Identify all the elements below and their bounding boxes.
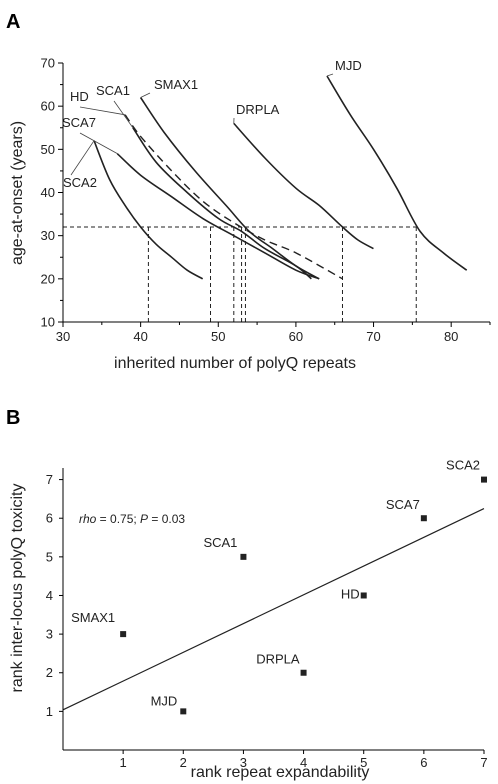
point-mjd [180, 708, 187, 715]
panel-a-y-tick-label: 60 [41, 99, 55, 114]
panel-b-x-tick-label: 7 [480, 755, 487, 770]
panel-a-y-tick-label: 20 [41, 271, 55, 286]
series-label-hd: HD [70, 89, 89, 104]
panel-b-x-tick-label: 3 [240, 755, 247, 770]
panel-a-y-tick-label: 40 [41, 185, 55, 200]
panel-b-y-tick-label: 1 [46, 704, 53, 719]
p-symbol: P [140, 512, 148, 526]
panel-a-y-axis-label: age-at-onset (years) [9, 121, 26, 265]
panel-a-x-tick-label: 80 [444, 329, 458, 344]
curve-hd [124, 114, 343, 280]
panel-b-x-tick-label: 4 [300, 755, 307, 770]
panel-b-y-tick-label: 4 [46, 588, 53, 603]
panel-b: B SMAX1 MJD SCA1 DRPLA HD SCA7 SCA2 1 2 3 4 5 6 7 1 2 3… [6, 407, 488, 781]
p-value: = 0.03 [148, 512, 185, 526]
leader-mjd [326, 73, 334, 77]
point-label-mjd: MJD [151, 693, 178, 708]
point-drpla [300, 669, 307, 676]
curve-sca7 [116, 153, 320, 280]
leader-hd [79, 106, 126, 116]
panel-a-x-tick-label: 30 [56, 329, 70, 344]
panel-b-y-tick-label: 5 [46, 549, 53, 564]
point-label-hd: HD [341, 586, 360, 601]
curve-drpla [233, 122, 374, 250]
panel-a-y-tick-label: 30 [41, 228, 55, 243]
curve-sca2 [93, 140, 204, 280]
series-label-drpla: DRPLA [236, 102, 280, 117]
panel-b-x-tick-label: 6 [420, 755, 427, 770]
point-label-smax1: SMAX1 [71, 610, 115, 625]
point-sca1 [240, 553, 247, 560]
panel-a-y-tick-label: 10 [41, 315, 55, 330]
leader-sca7 [79, 132, 118, 155]
series-label-smax1: SMAX1 [154, 77, 198, 92]
panel-a-y-tick-label: 70 [41, 56, 55, 71]
curve-mjd [326, 75, 468, 271]
panel-b-y-tick-label: 6 [46, 511, 53, 526]
rho-value: = 0.75; [96, 512, 140, 526]
leader-smax1 [140, 92, 151, 98]
panel-a: A SCA2 SCA7 HD SCA1 SMAX1 DRPLA MJD 30 40 50 60 70… [6, 11, 491, 372]
panel-b-axes: 1 2 3 4 5 6 7 1 2 3 4 5 6 7 [46, 468, 488, 770]
panel-a-label: A [6, 11, 20, 33]
leader-sca1 [113, 100, 134, 128]
panel-a-x-axis-label: inherited number of polyQ repeats [114, 355, 356, 372]
point-sca7 [420, 515, 427, 522]
point-label-sca2: SCA2 [446, 458, 480, 473]
panel-b-label: B [6, 407, 20, 429]
point-hd [360, 592, 367, 599]
point-label-sca7: SCA7 [386, 497, 420, 512]
series-label-sca7: SCA7 [62, 115, 96, 130]
correlation-annotation: rho = 0.75; P = 0.03 [79, 512, 185, 526]
panel-b-marks: SMAX1 MJD SCA1 DRPLA HD SCA7 SCA2 [62, 458, 487, 715]
panel-b-y-axis-label: rank inter-locus polyQ toxicity [9, 484, 26, 693]
curve-smax1 [139, 97, 320, 280]
series-label-sca2: SCA2 [63, 175, 97, 190]
leader-sca2 [70, 140, 95, 176]
rho-symbol: rho [79, 512, 97, 526]
panel-a-marks: SCA2 SCA7 HD SCA1 SMAX1 DRPLA MJD [62, 58, 468, 322]
series-label-mjd: MJD [335, 58, 362, 73]
panel-b-y-tick-label: 7 [46, 472, 53, 487]
panel-a-x-tick-label: 60 [289, 329, 303, 344]
panel-a-x-tick-label: 50 [211, 329, 225, 344]
panel-b-x-tick-label: 1 [120, 755, 127, 770]
point-sca2 [481, 476, 487, 483]
point-smax1 [120, 631, 127, 638]
panel-a-x-tick-label: 70 [366, 329, 380, 344]
panel-a-x-tick-label: 40 [133, 329, 147, 344]
panel-a-axes: 30 40 50 60 70 80 10 20 30 40 50 60 70 [41, 56, 491, 344]
regression-line [62, 508, 485, 711]
panel-b-x-tick-label: 2 [180, 755, 187, 770]
panel-a-y-tick-label: 50 [41, 142, 55, 157]
point-label-drpla: DRPLA [256, 652, 300, 667]
series-label-sca1: SCA1 [96, 83, 130, 98]
panel-b-x-tick-label: 5 [360, 755, 367, 770]
point-label-sca1: SCA1 [203, 535, 237, 550]
curve-sca1 [132, 127, 312, 280]
panel-b-y-tick-label: 2 [46, 665, 53, 680]
panel-b-x-axis-label: rank repeat expandability [191, 764, 370, 781]
panel-b-y-tick-label: 3 [46, 627, 53, 642]
